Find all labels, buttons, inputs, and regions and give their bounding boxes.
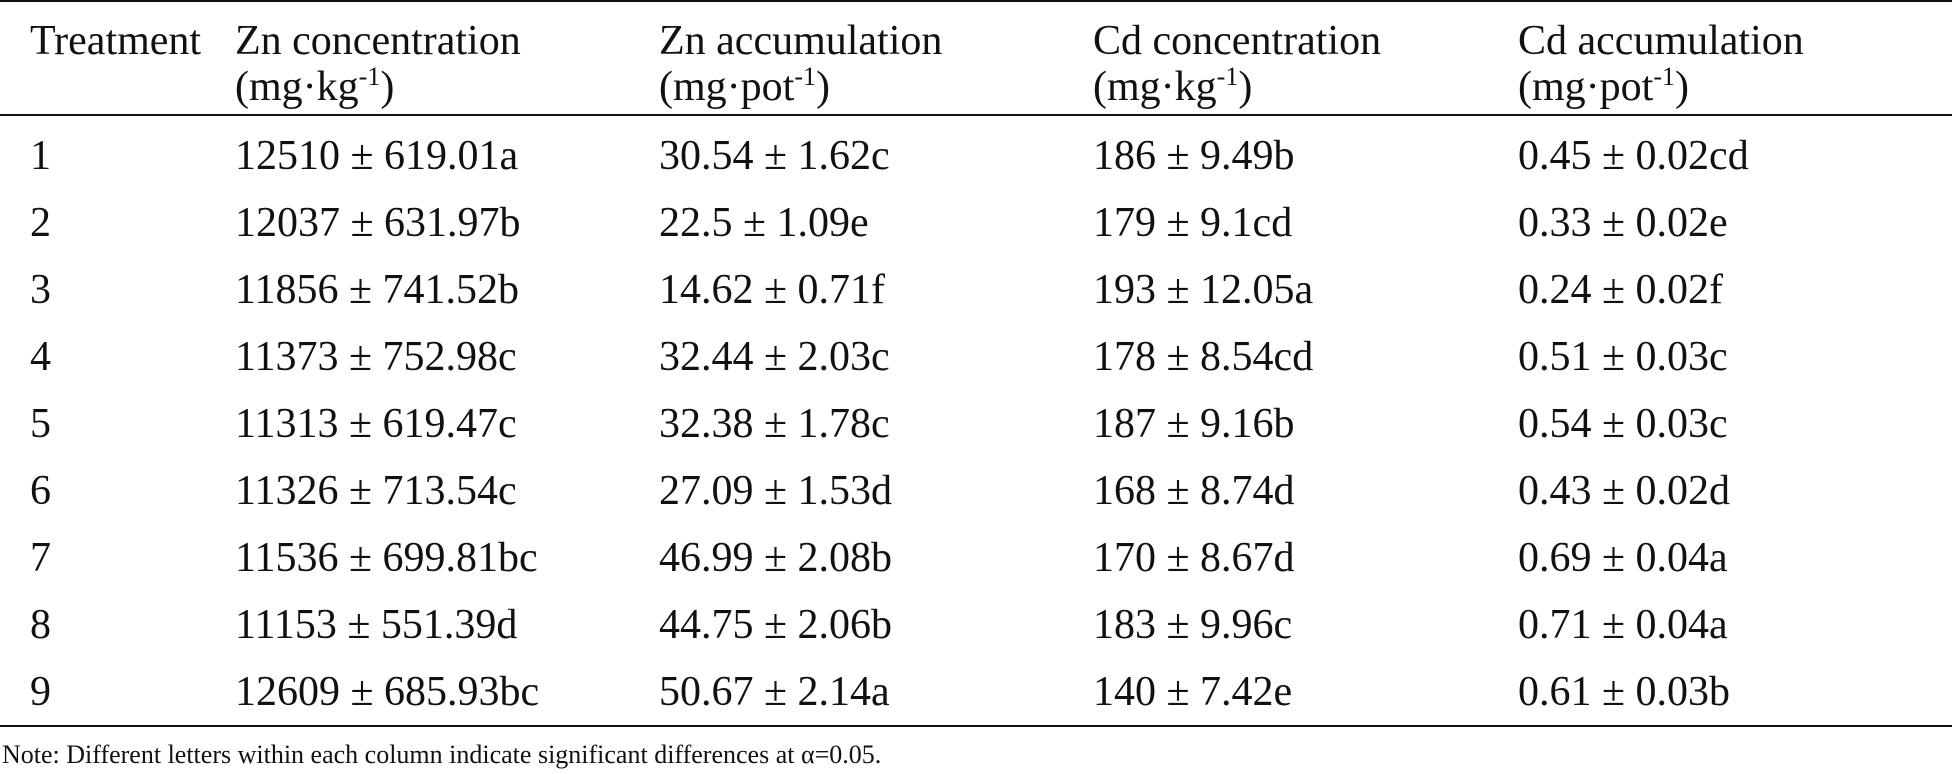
cell-zn-accumulation: 32.38 ± 1.78c bbox=[659, 400, 890, 447]
table-body: 1 12510 ± 619.01a 30.54 ± 1.62c 186 ± 9.… bbox=[0, 115, 1952, 727]
table-row: 9 12609 ± 685.93bc 50.67 ± 2.14a 140 ± 7… bbox=[0, 658, 1952, 727]
cell-cd-concentration: 168 ± 8.74d bbox=[1093, 467, 1295, 514]
cell-cd-accumulation: 0.51 ± 0.03c bbox=[1518, 333, 1728, 380]
cell-zn-accumulation: 27.09 ± 1.53d bbox=[659, 467, 893, 514]
header-zn-accumulation: Zn accumulation (mg·pot-1) bbox=[659, 0, 1093, 116]
cell-cd-concentration: 186 ± 9.49b bbox=[1093, 132, 1295, 179]
cell-zn-concentration: 11326 ± 713.54c bbox=[235, 467, 517, 514]
unit-text: ) bbox=[380, 64, 395, 110]
header-label: Cd accumulation bbox=[1518, 18, 1804, 64]
table-row: 6 11326 ± 713.54c 27.09 ± 1.53d 168 ± 8.… bbox=[0, 457, 1952, 524]
header-unit: (mg·kg-1) bbox=[1093, 62, 1518, 111]
header-treatment: Treatment bbox=[0, 0, 235, 116]
unit-text: ) bbox=[815, 64, 830, 110]
header-unit: (mg·pot-1) bbox=[659, 62, 1093, 111]
cell-treatment: 3 bbox=[30, 266, 51, 313]
cell-treatment: 6 bbox=[30, 467, 51, 514]
table-row: 3 11856 ± 741.52b 14.62 ± 0.71f 193 ± 12… bbox=[0, 256, 1952, 323]
cell-zn-concentration: 12609 ± 685.93bc bbox=[235, 658, 659, 727]
cell-cd-concentration: 183 ± 9.96c bbox=[1093, 601, 1293, 648]
table-row: 5 11313 ± 619.47c 32.38 ± 1.78c 187 ± 9.… bbox=[0, 390, 1952, 457]
cell-zn-accumulation: 22.5 ± 1.09e bbox=[659, 199, 869, 246]
cell-cd-accumulation: 0.33 ± 0.02e bbox=[1518, 199, 1728, 246]
header-cd-accumulation: Cd accumulation (mg·pot-1) bbox=[1518, 0, 1952, 116]
unit-text: (mg·kg bbox=[1093, 64, 1217, 110]
cell-treatment: 2 bbox=[30, 199, 51, 246]
header-unit: (mg·pot-1) bbox=[1518, 62, 1952, 111]
cell-cd-concentration: 140 ± 7.42e bbox=[1093, 658, 1518, 727]
cell-zn-concentration: 11373 ± 752.98c bbox=[235, 333, 517, 380]
table-row: 2 12037 ± 631.97b 22.5 ± 1.09e 179 ± 9.1… bbox=[0, 189, 1952, 256]
header-label: Zn accumulation bbox=[659, 18, 943, 64]
cell-zn-concentration: 12037 ± 631.97b bbox=[235, 199, 521, 246]
cell-cd-concentration: 187 ± 9.16b bbox=[1093, 400, 1295, 447]
table-header: Treatment Zn concentration (mg·kg-1) Zn … bbox=[0, 0, 1952, 116]
table-row: 1 12510 ± 619.01a 30.54 ± 1.62c 186 ± 9.… bbox=[0, 115, 1952, 189]
data-table: Treatment Zn concentration (mg·kg-1) Zn … bbox=[0, 0, 1952, 727]
table-row: 7 11536 ± 699.81bc 46.99 ± 2.08b 170 ± 8… bbox=[0, 524, 1952, 591]
unit-text: (mg·pot bbox=[659, 64, 795, 110]
unit-superscript: -1 bbox=[794, 62, 816, 91]
cell-treatment: 5 bbox=[30, 400, 51, 447]
cell-treatment: 7 bbox=[30, 534, 51, 581]
table-row: 4 11373 ± 752.98c 32.44 ± 2.03c 178 ± 8.… bbox=[0, 323, 1952, 390]
cell-cd-accumulation: 0.45 ± 0.02cd bbox=[1518, 132, 1749, 179]
cell-cd-accumulation: 0.24 ± 0.02f bbox=[1518, 266, 1724, 313]
unit-text: (mg·kg bbox=[235, 64, 359, 110]
cell-treatment: 8 bbox=[30, 601, 51, 648]
unit-text: ) bbox=[1674, 64, 1689, 110]
cell-cd-concentration: 178 ± 8.54cd bbox=[1093, 333, 1314, 380]
unit-superscript: -1 bbox=[358, 62, 381, 91]
cell-zn-concentration: 11153 ± 551.39d bbox=[235, 601, 518, 648]
header-label: Treatment bbox=[30, 18, 202, 64]
unit-text: (mg·pot bbox=[1518, 64, 1654, 110]
header-zn-concentration: Zn concentration (mg·kg-1) bbox=[235, 0, 659, 116]
cell-zn-concentration: 11313 ± 619.47c bbox=[235, 400, 517, 447]
cell-zn-concentration: 11856 ± 741.52b bbox=[235, 266, 519, 313]
cell-cd-concentration: 193 ± 12.05a bbox=[1093, 266, 1314, 313]
header-label: Zn concentration bbox=[235, 18, 521, 64]
cell-zn-accumulation: 30.54 ± 1.62c bbox=[659, 132, 890, 179]
unit-superscript: -1 bbox=[1653, 62, 1675, 91]
cell-zn-accumulation: 50.67 ± 2.14a bbox=[659, 658, 1093, 727]
header-unit: (mg·kg-1) bbox=[235, 62, 659, 111]
cell-treatment: 4 bbox=[30, 333, 51, 380]
cell-treatment: 9 bbox=[0, 658, 235, 727]
header-row: Treatment Zn concentration (mg·kg-1) Zn … bbox=[0, 0, 1952, 116]
cell-zn-concentration: 11536 ± 699.81bc bbox=[235, 534, 538, 581]
cell-zn-accumulation: 46.99 ± 2.08b bbox=[659, 534, 893, 581]
cell-cd-concentration: 179 ± 9.1cd bbox=[1093, 199, 1293, 246]
cell-zn-accumulation: 14.62 ± 0.71f bbox=[659, 266, 886, 313]
data-table-container: Treatment Zn concentration (mg·kg-1) Zn … bbox=[0, 0, 1952, 727]
cell-zn-accumulation: 32.44 ± 2.03c bbox=[659, 333, 890, 380]
unit-text: ) bbox=[1238, 64, 1253, 110]
cell-treatment: 1 bbox=[30, 132, 51, 179]
table-note: Note: Different letters within each colu… bbox=[2, 740, 882, 769]
header-label: Cd concentration bbox=[1093, 18, 1382, 64]
cell-cd-accumulation: 0.69 ± 0.04a bbox=[1518, 534, 1728, 581]
header-cd-concentration: Cd concentration (mg·kg-1) bbox=[1093, 0, 1518, 116]
cell-cd-accumulation: 0.71 ± 0.04a bbox=[1518, 601, 1728, 648]
cell-cd-accumulation: 0.43 ± 0.02d bbox=[1518, 467, 1731, 514]
table-row: 8 11153 ± 551.39d 44.75 ± 2.06b 183 ± 9.… bbox=[0, 591, 1952, 658]
unit-superscript: -1 bbox=[1216, 62, 1239, 91]
cell-cd-concentration: 170 ± 8.67d bbox=[1093, 534, 1295, 581]
cell-zn-concentration: 12510 ± 619.01a bbox=[235, 132, 519, 179]
cell-cd-accumulation: 0.61 ± 0.03b bbox=[1518, 658, 1952, 727]
cell-cd-accumulation: 0.54 ± 0.03c bbox=[1518, 400, 1728, 447]
cell-zn-accumulation: 44.75 ± 2.06b bbox=[659, 601, 893, 648]
